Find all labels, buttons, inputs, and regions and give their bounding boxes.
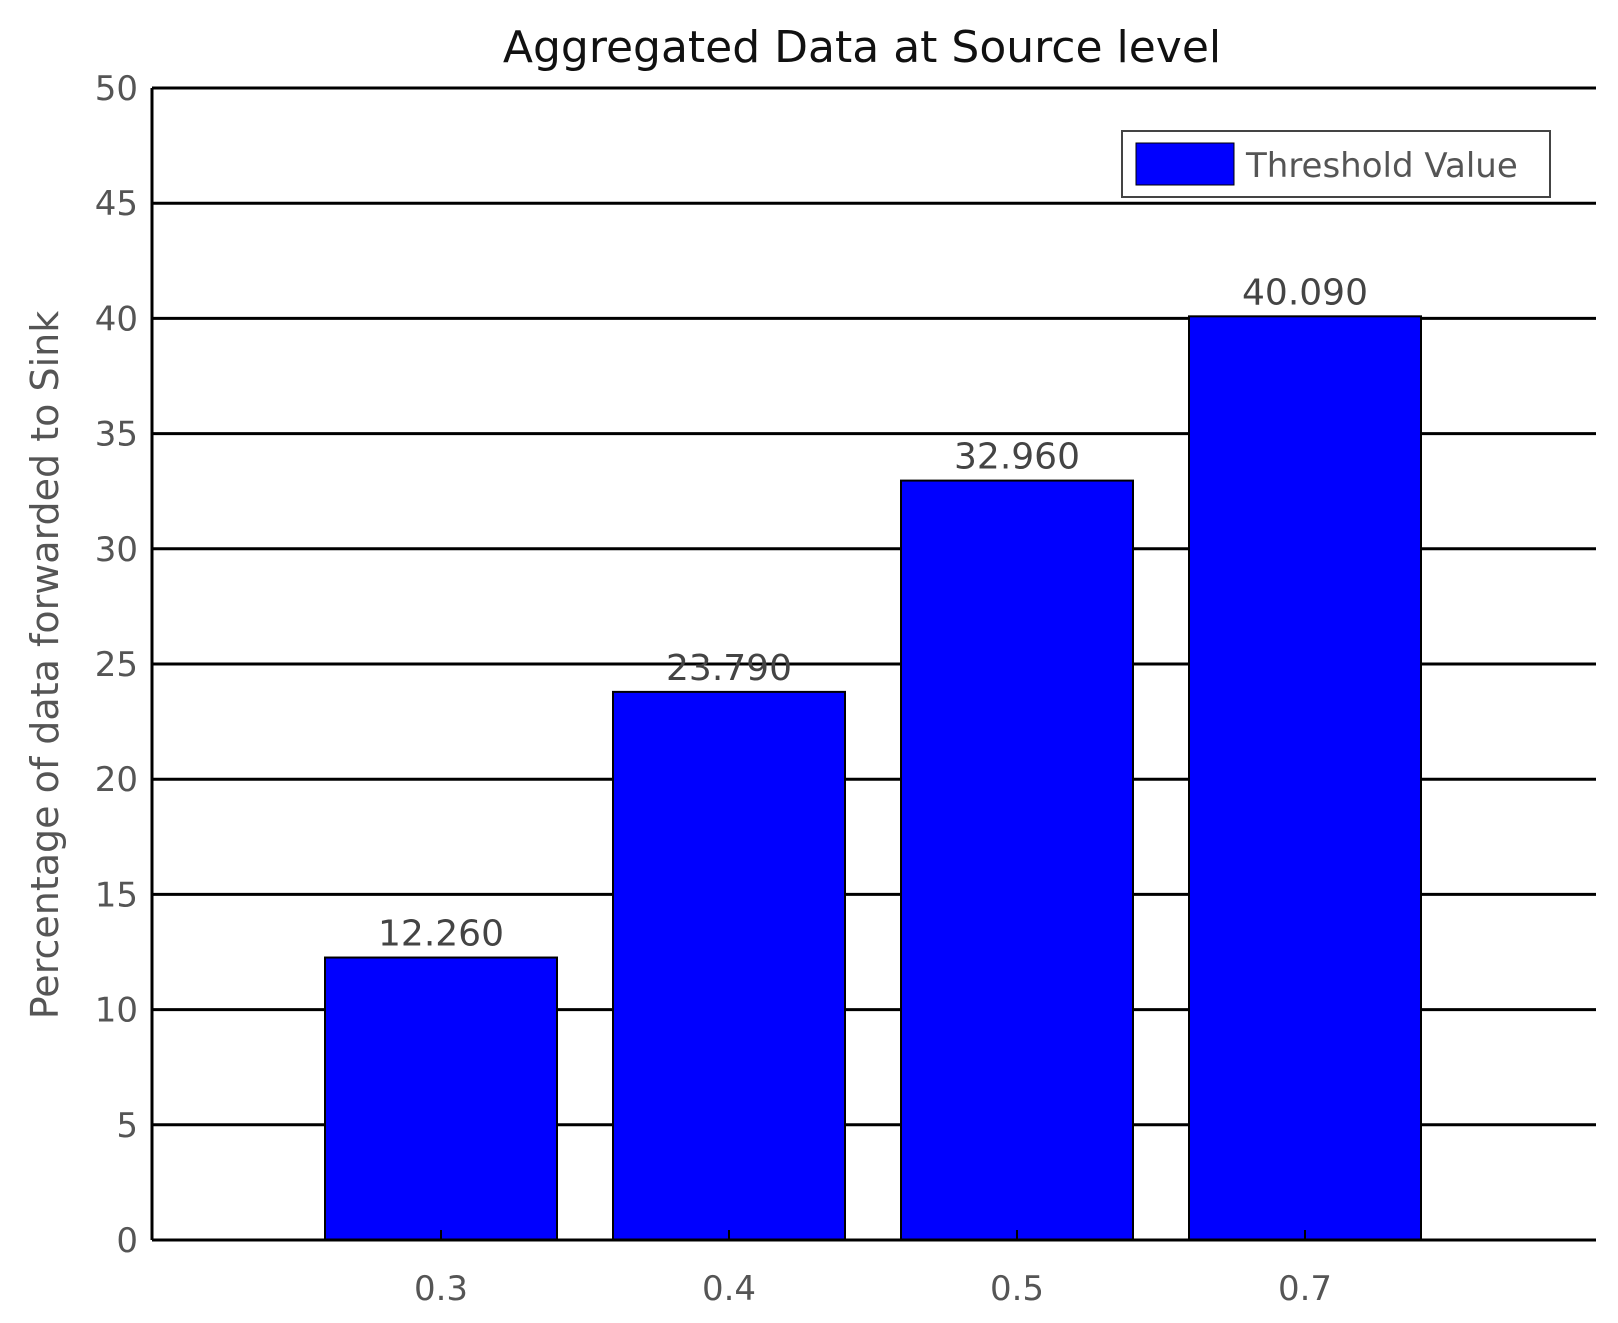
y-axis-ticks: 0 5 10 15 20 25 30 35 40 45 50 xyxy=(95,69,138,1261)
y-tick-label: 35 xyxy=(95,415,138,455)
y-tick-label: 5 xyxy=(116,1106,138,1146)
y-tick-label: 15 xyxy=(95,875,138,915)
bar-0.5 xyxy=(900,479,1134,1241)
legend-swatch xyxy=(1135,142,1235,186)
x-tick-label: 0.4 xyxy=(702,1269,756,1309)
legend: Threshold Value xyxy=(1121,130,1551,198)
data-label-0.3: 12.260 xyxy=(378,914,504,955)
data-label-0.4: 23.790 xyxy=(666,648,792,689)
y-tick-label: 10 xyxy=(95,991,138,1031)
x-tick-label: 0.5 xyxy=(990,1269,1044,1309)
y-tick-label: 20 xyxy=(95,760,138,800)
x-tick-label: 0.7 xyxy=(1278,1269,1332,1309)
y-tick-label: 0 xyxy=(116,1221,138,1261)
x-tick-label: 0.3 xyxy=(414,1269,468,1309)
bar-0.4 xyxy=(612,690,846,1241)
y-tick-label: 45 xyxy=(95,184,138,224)
data-label-0.5: 32.960 xyxy=(954,437,1080,478)
y-tick-label: 30 xyxy=(95,530,138,570)
data-labels: 12.260 23.790 32.960 40.090 xyxy=(378,272,1368,954)
legend-label-threshold-value: Threshold Value xyxy=(1245,146,1518,186)
y-tick-label: 50 xyxy=(95,69,138,109)
bar-0.7 xyxy=(1188,315,1422,1241)
bar-0.3 xyxy=(324,956,558,1241)
y-tick-label: 25 xyxy=(95,645,138,685)
y-tick-label: 40 xyxy=(95,299,138,339)
chart-title: Aggregated Data at Source level xyxy=(503,22,1221,73)
x-axis-ticks: 0.3 0.4 0.5 0.7 xyxy=(414,1230,1332,1309)
data-label-0.7: 40.090 xyxy=(1242,272,1368,313)
y-axis-label: Percentage of data forwarded to Sink xyxy=(23,311,67,1020)
